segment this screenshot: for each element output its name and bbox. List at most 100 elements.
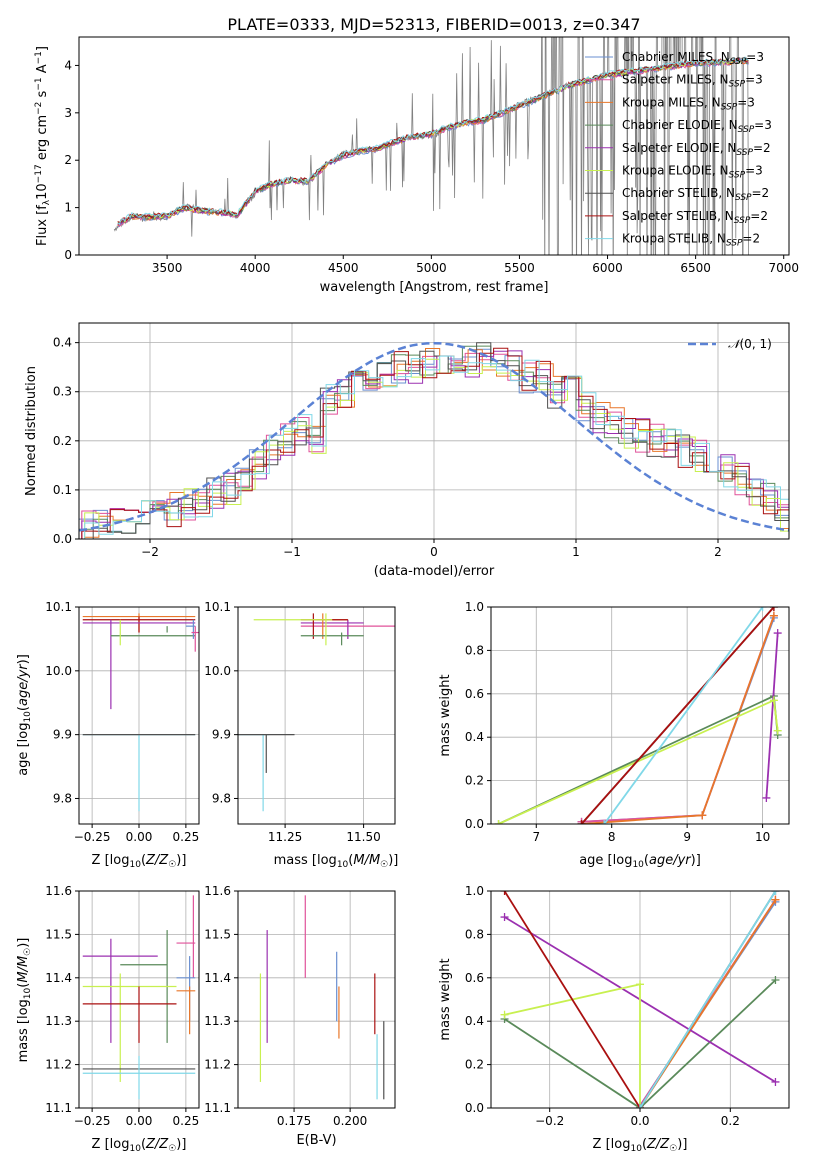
spectrum-ytick-label-3: 3	[64, 106, 72, 120]
age_vs_mass-ytick-label-2: 10.0	[204, 664, 231, 678]
mass_vs_Z-xtick-label-2: 0.25	[173, 1114, 200, 1128]
weight_vs_age-ytick-label-3: 0.6	[465, 687, 484, 701]
weight_vs_Z-ytick-label-1: 0.2	[465, 1058, 484, 1072]
weight_vs_Z-marker-3-2	[771, 975, 780, 984]
weight_vs_Z-marker-5-1	[636, 980, 644, 989]
weight_vs_age-ytick-label-2: 0.4	[465, 730, 484, 744]
mass_vs_EBV-xtick-label-0: 0.175	[277, 1114, 311, 1128]
figure-title: PLATE=0333, MJD=52313, FIBERID=0013, z=0…	[227, 15, 640, 34]
spectrum-legend-label-7: Salpeter STELIB, NSSP=2	[622, 209, 768, 226]
residuals-plot-area	[79, 341, 789, 539]
weight_vs_Z-line-8	[639, 891, 777, 1108]
spectrum-legend-label-1: Salpeter MILES, NSSP=3	[622, 73, 763, 90]
weight_vs_age-xtick-label-2: 9	[683, 830, 691, 844]
age_vs_Z-ytick-label-3: 10.1	[45, 600, 72, 614]
weight_vs_Z-line-7	[503, 891, 641, 1108]
weight_vs_age-line-5	[498, 698, 779, 824]
residuals-normal-curve	[79, 341, 789, 532]
weight_vs_Z-xtick-label-0: −0.2	[535, 1114, 564, 1128]
weight_vs_Z-ytick-label-5: 1.0	[465, 884, 484, 898]
residuals-xtick-label-4: 2	[714, 545, 722, 559]
weight_vs_age-ytick-label-4: 0.8	[465, 643, 484, 657]
spectrum-xtick-label-2: 4500	[328, 261, 359, 275]
mass_vs_Z-plot-area	[82, 895, 196, 1100]
age_vs_Z-xlabel: Z [log10(Z/Z☉)]	[92, 853, 187, 870]
spectrum-legend-label-2: Kroupa MILES, NSSP=3	[622, 95, 755, 112]
weight_vs_Z-plot-area	[500, 891, 780, 1108]
weight_vs_Z-ytick-label-0: 0.0	[465, 1101, 484, 1115]
spectrum-xtick-label-5: 6000	[592, 261, 623, 275]
mass_vs_EBV-ytick-label-4: 11.5	[204, 927, 231, 941]
mass_vs_Z-ylabel: mass [log10(M/M☉)]	[16, 938, 33, 1063]
spectrum-legend-label-4: Salpeter ELODIE, NSSP=2	[622, 141, 771, 158]
weight_vs_Z-marker-4-0	[500, 913, 509, 922]
mass_vs_Z-xtick-label-0: −0.25	[74, 1114, 111, 1128]
weight_vs_Z-axes-frame	[490, 890, 790, 1109]
weight_vs_age-marker-5-2	[773, 726, 782, 735]
spectrum-ytick-label-4: 4	[64, 58, 72, 72]
spectrum-xlabel: wavelength [Angstrom, rest frame]	[320, 280, 549, 295]
age_vs_mass-xtick-label-0: 11.25	[268, 830, 302, 844]
weight_vs_Z-line-3	[504, 979, 777, 1108]
weight_vs_Z-ytick-label-4: 0.8	[465, 927, 484, 941]
age_vs_Z-ylabel: age [log10(age/yr)]	[16, 654, 33, 776]
residuals-hist-6	[79, 342, 789, 539]
residuals-axes-frame	[78, 322, 790, 540]
age_vs_mass-ytick-label-3: 10.1	[204, 600, 231, 614]
spectrum-axes-frame	[78, 36, 790, 256]
spectrum-xtick-label-1: 4000	[240, 261, 271, 275]
spectrum-legend-label-5: Kroupa ELODIE, NSSP=3	[622, 164, 763, 181]
weight_vs_age-marker-8-0	[600, 820, 609, 824]
residuals-ytick-label-4: 0.4	[53, 336, 72, 350]
mass_vs_Z-xlabel: Z [log10(Z/Z☉)]	[92, 1137, 187, 1154]
mass_vs_EBV-ytick-label-5: 11.6	[204, 884, 231, 898]
residuals-ylabel: Normed distribution	[24, 366, 39, 496]
weight_vs_Z-marker-8-1	[771, 891, 780, 895]
mass_vs_Z-xtick-label-1: 0.00	[126, 1114, 153, 1128]
residuals-hist-5	[84, 358, 789, 539]
residuals-ytick-label-2: 0.2	[53, 434, 72, 448]
age_vs_mass-plot-area	[238, 613, 395, 812]
spectrum-ytick-label-1: 1	[64, 201, 72, 215]
mass_vs_Z-ytick-label-2: 11.3	[45, 1014, 72, 1028]
weight_vs_age-marker-2-1	[698, 811, 707, 820]
spectrum-xtick-label-0: 3500	[152, 261, 183, 275]
spectrum-ylabel: Flux [fλ10−17 erg cm−2 s−1 A−1]	[34, 46, 52, 246]
weight_vs_age-ytick-label-0: 0.0	[465, 817, 484, 831]
weight_vs_Z-ytick-label-2: 0.4	[465, 1014, 484, 1028]
residuals-hist-7	[81, 347, 789, 539]
age_vs_Z-xtick-label-2: 0.25	[173, 830, 200, 844]
age_vs_mass-xlabel: mass [log10(M/M☉)]	[274, 853, 399, 870]
age_vs_Z-xtick-label-0: −0.25	[74, 830, 111, 844]
mass_vs_Z-ytick-label-5: 11.6	[45, 884, 72, 898]
weight_vs_age-line-8	[603, 607, 764, 824]
weight_vs_age-axes-frame	[490, 606, 790, 825]
weight_vs_age-xtick-label-3: 10	[755, 830, 770, 844]
mass_vs_EBV-plot-area	[259, 895, 385, 1100]
spectrum-legend-label-3: Chabrier ELODIE, NSSP=3	[622, 118, 772, 135]
residuals-legend-label: 𝒩(0, 1)	[728, 337, 772, 351]
age_vs_mass-ytick-label-0: 9.8	[212, 791, 231, 805]
residuals-xtick-label-3: 1	[572, 545, 580, 559]
age_vs_mass-xtick-label-1: 11.50	[346, 830, 380, 844]
mass_vs_Z-ytick-label-1: 11.2	[45, 1058, 72, 1072]
weight_vs_age-ytick-label-1: 0.2	[465, 774, 484, 788]
spectrum-model-line-8	[117, 56, 749, 225]
spectrum-xtick-label-7: 7000	[768, 261, 799, 275]
residuals-xtick-label-1: −1	[283, 545, 301, 559]
spectrum-legend-label-8: Kroupa STELIB, NSSP=2	[622, 232, 760, 249]
weight_vs_Z-line-5	[504, 983, 641, 1108]
spectrum-legend-label-6: Chabrier STELIB, NSSP=2	[622, 186, 769, 203]
residuals-ytick-label-0: 0.0	[53, 532, 72, 546]
weight_vs_age-xtick-label-1: 8	[608, 830, 616, 844]
spectrum-xtick-label-4: 5500	[504, 261, 535, 275]
spectrum-ytick-label-0: 0	[64, 248, 72, 262]
residuals-xtick-label-0: −2	[141, 545, 159, 559]
spectrum-ytick-label-2: 2	[64, 153, 72, 167]
weight_vs_age-marker-4-0	[762, 793, 771, 802]
residuals-hist-1	[81, 352, 789, 539]
weight_vs_age-marker-5-1	[769, 696, 778, 705]
residuals-xtick-label-2: 0	[430, 545, 438, 559]
age_vs_Z-ytick-label-0: 9.8	[53, 791, 72, 805]
age_vs_mass-axes-frame	[237, 606, 396, 825]
